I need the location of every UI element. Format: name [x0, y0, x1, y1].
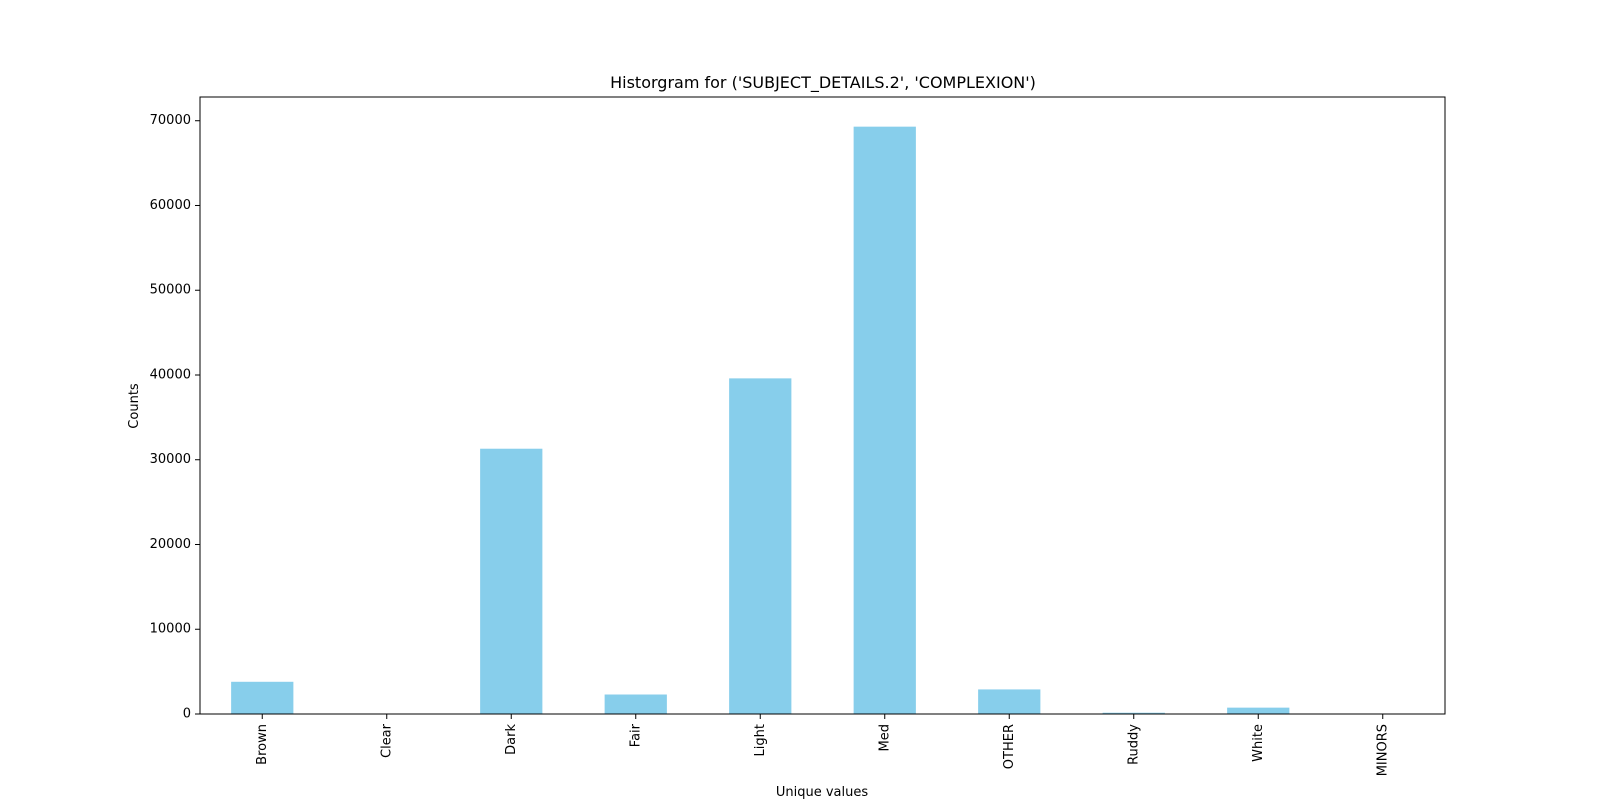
- bar-med: [853, 126, 916, 714]
- bars-group: [231, 126, 1414, 714]
- x-tick-label: OTHER: [1002, 724, 1017, 769]
- x-tick-label: Ruddy: [1126, 724, 1141, 765]
- x-tick-label: MINORS: [1375, 724, 1390, 776]
- y-axis-label: Counts: [127, 383, 142, 429]
- x-axis-ticks: Brown Clear Dark Fair Light Med OTHER Ruddy Whit…: [255, 714, 1390, 776]
- y-tick-label: 70000: [150, 113, 191, 128]
- bar-fair: [604, 694, 667, 714]
- y-tick-label: 30000: [150, 452, 191, 467]
- x-tick-label: Fair: [628, 723, 643, 747]
- x-tick-label: Med: [877, 724, 892, 751]
- x-axis-label: Unique values: [776, 785, 868, 800]
- y-tick-label: 20000: [150, 537, 191, 552]
- y-tick-label: 0: [183, 707, 191, 722]
- y-tick-label: 50000: [150, 283, 191, 298]
- bar-other: [978, 689, 1041, 714]
- y-tick-label: 60000: [150, 198, 191, 213]
- y-tick-label: 40000: [150, 367, 191, 382]
- x-tick-label: White: [1251, 724, 1266, 762]
- x-tick-label: Clear: [379, 723, 394, 758]
- bar-white: [1227, 707, 1290, 714]
- bar-dark: [480, 448, 543, 714]
- plot-frame: [199, 96, 1446, 715]
- x-tick-label: Light: [753, 724, 768, 756]
- bar-brown: [231, 681, 294, 714]
- bar-light: [729, 378, 792, 714]
- y-axis-ticks: 0 10000 20000 30000 40000 50000 60000 70000: [150, 113, 200, 722]
- bar-ruddy: [1102, 712, 1165, 714]
- chart-title: Historgram for ('SUBJECT_DETAILS.2', 'CO…: [610, 73, 1036, 93]
- x-tick-label: Brown: [255, 724, 270, 765]
- x-tick-label: Dark: [504, 724, 519, 755]
- y-tick-label: 10000: [150, 622, 191, 637]
